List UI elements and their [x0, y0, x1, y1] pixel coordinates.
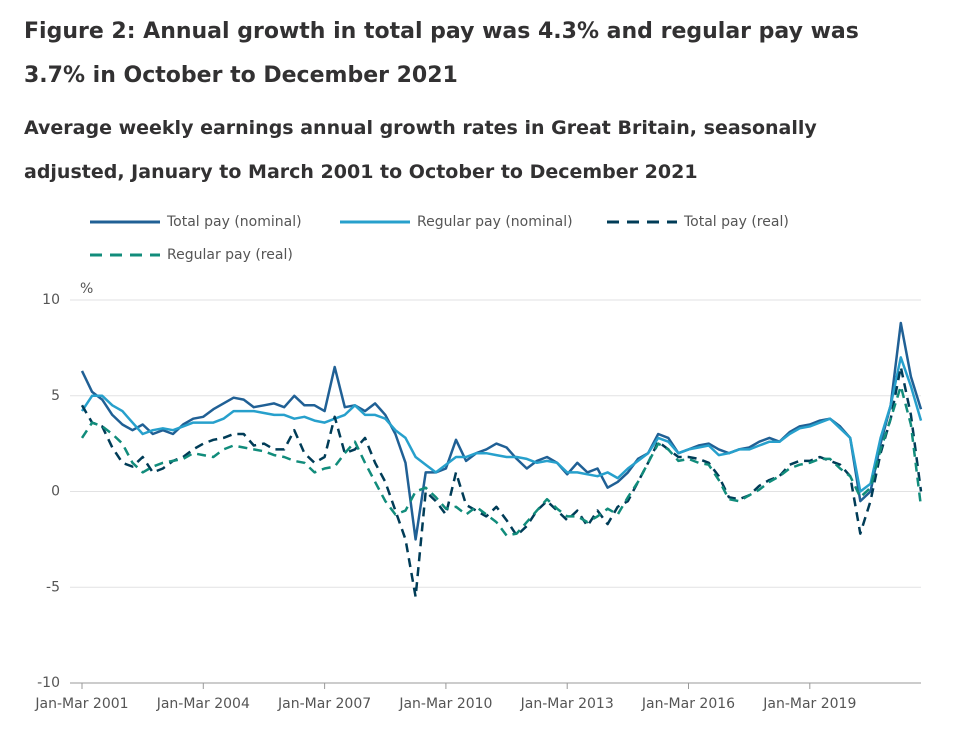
x-tick-label: Jan-Mar 2007 [277, 696, 371, 712]
legend-label: Total pay (nominal) [166, 214, 302, 230]
series-line [80, 384, 923, 537]
x-tick-label: Jan-Mar 2019 [762, 696, 856, 712]
x-tick-label: Jan-Mar 2004 [156, 696, 250, 712]
legend-label: Regular pay (real) [167, 247, 293, 263]
y-tick-label: 5 [51, 388, 60, 404]
y-unit: % [80, 281, 93, 297]
series-line [80, 365, 923, 599]
x-tick-label: Jan-Mar 2001 [34, 696, 128, 712]
x-tick-label: Jan-Mar 2016 [641, 696, 735, 712]
y-tick-label: 10 [42, 292, 60, 308]
y-tick-label: -10 [37, 675, 60, 691]
y-tick-label: 0 [51, 484, 60, 500]
y-tick-label: -5 [46, 579, 60, 595]
series-line [80, 356, 923, 493]
x-tick-label: Jan-Mar 2010 [398, 696, 492, 712]
chart-title: Figure 2: Annual growth in total pay was… [24, 19, 859, 88]
x-tick-label: Jan-Mar 2013 [520, 696, 614, 712]
legend-label: Regular pay (nominal) [417, 214, 573, 230]
chart-subtitle: Average weekly earnings annual growth ra… [24, 117, 817, 183]
legend-label: Total pay (real) [683, 214, 789, 230]
